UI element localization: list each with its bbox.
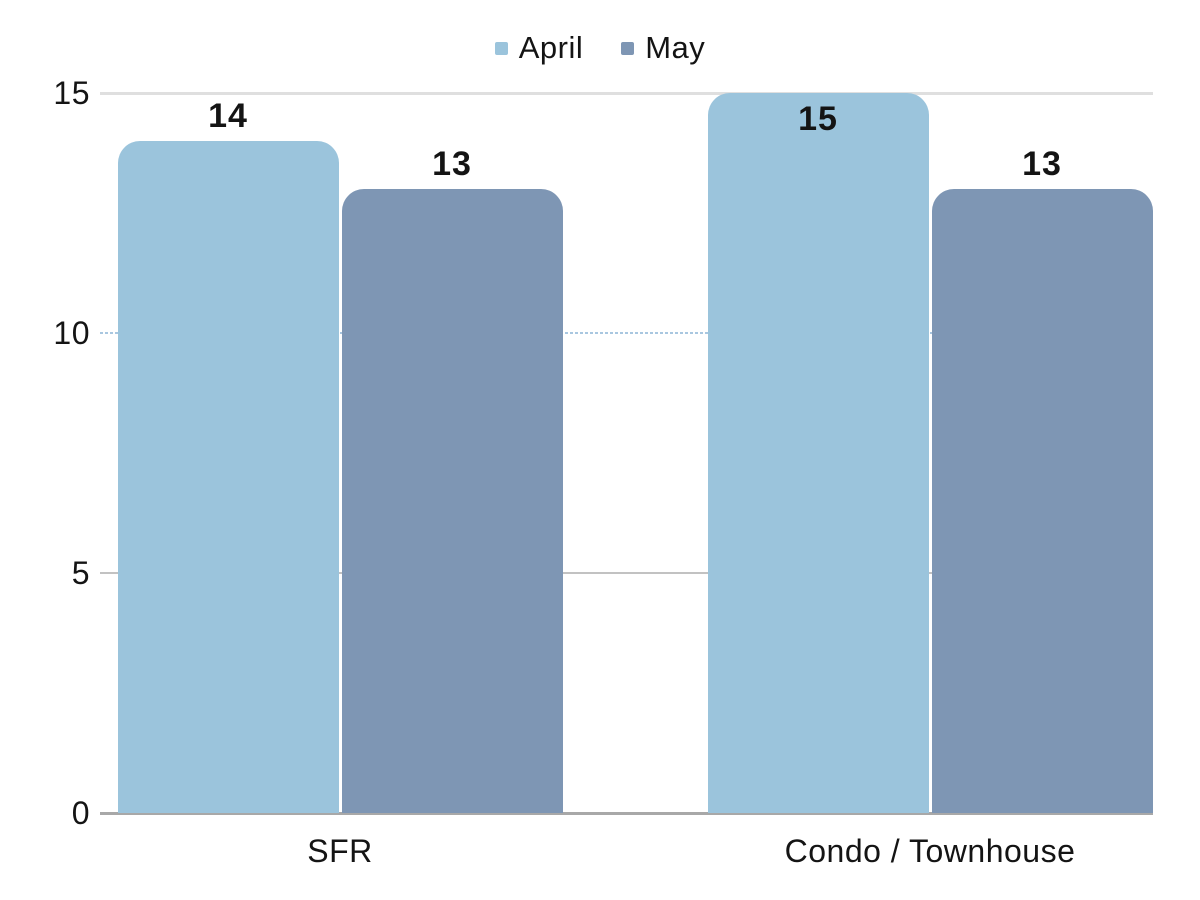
chart-legend: April May [0,26,1200,70]
x-category-label-sfr: SFR [307,833,373,869]
bar-sfr-april [117,141,339,813]
bar-condo-townhouse-april [707,93,929,813]
bar-value-condo-townhouse-april: 15 [798,100,838,138]
gridline-15 [100,91,1153,95]
legend-item-may: May [621,29,706,65]
bar-value-condo-townhouse-may: 13 [1022,145,1062,183]
bar-value-sfr-april: 14 [208,97,248,135]
y-tick-label-10: 10 [53,315,90,351]
plot-area: 0 5 10 15 14 13 SFR 15 13 Condo / Townhouse [53,75,1153,869]
bar-value-sfr-may: 13 [432,145,472,183]
y-tick-label-5: 5 [71,555,90,591]
legend-item-april: April [494,29,584,65]
gridline-0 [100,811,1153,815]
y-tick-label-15: 15 [53,75,90,111]
legend-swatch-may [621,41,635,55]
y-tick-label-0: 0 [71,795,90,831]
legend-label-april: April [518,29,584,65]
legend-label-may: May [645,29,706,65]
legend-swatch-april [494,41,508,55]
bar-sfr-may [341,189,563,813]
gridline-5 [100,572,1153,574]
bar-condo-townhouse-may [931,189,1153,813]
x-category-label-condo-townhouse: Condo / Townhouse [784,833,1076,869]
gridline-10 [100,332,1153,334]
